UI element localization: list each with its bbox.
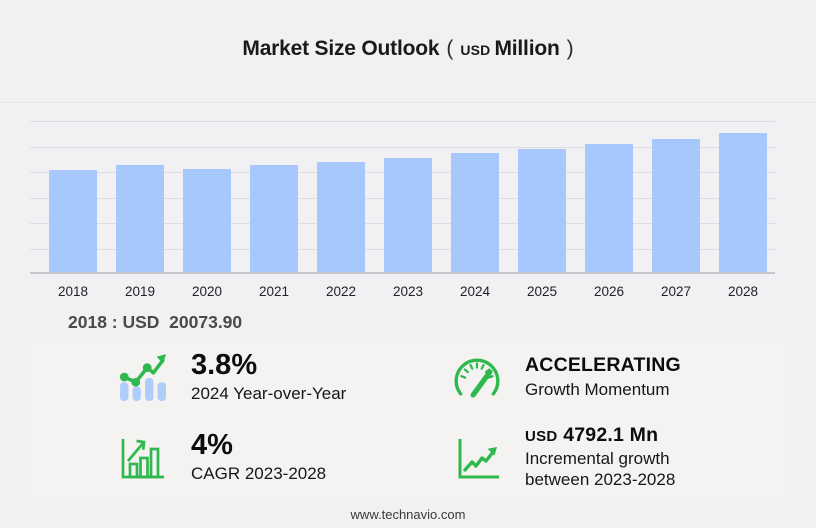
x-axis-label-2021: 2021: [258, 284, 290, 299]
x-axis-label-2022: 2022: [325, 284, 357, 299]
chart-bars: 2018 2019 2020 2021 2022 2023 2024 2025 2026 2027…: [49, 119, 767, 299]
x-axis-label-2020: 2020: [191, 284, 223, 299]
x-axis-label-2023: 2023: [392, 284, 424, 299]
x-axis-label-2027: 2027: [660, 284, 692, 299]
stat-cagr: 4% CAGR 2023-2028: [31, 417, 408, 497]
yoy-growth-label: 2024 Year-over-Year: [191, 383, 347, 403]
divider-line: [0, 102, 816, 103]
speedometer-icon: [450, 352, 504, 402]
title-currency-unit: USD: [460, 42, 491, 58]
incremental-growth-label: Incremental growth between 2023-2028: [525, 449, 675, 490]
x-axis-label-2025: 2025: [526, 284, 558, 299]
x-axis-label-2028: 2028: [727, 284, 759, 299]
bar-chart: 2018 2019 2020 2021 2022 2023 2024 2025 2026 2027…: [30, 119, 775, 299]
bar-column-2020: 2020: [183, 119, 231, 299]
incremental-growth-currency: USD: [525, 428, 558, 446]
bar-column-2019: 2019: [116, 119, 164, 299]
base-year-value-label: 2018 : USD 20073.90: [68, 312, 243, 332]
incremental-growth-value: USD 4792.1 Mn: [525, 423, 675, 447]
x-axis-label-2018: 2018: [57, 284, 89, 299]
bar-2019: [116, 165, 164, 272]
bar-column-2028: 2028: [719, 119, 767, 299]
line-graph-icon: [450, 432, 504, 482]
bar-column-2026: 2026: [585, 119, 633, 299]
chart-title-text: Market Size Outlook: [242, 37, 440, 60]
bar-column-2022: 2022: [317, 119, 365, 299]
stat-growth-momentum: ACCELERATING Growth Momentum: [408, 337, 785, 417]
bar-2020: [183, 169, 231, 272]
title-scale-unit: Million: [494, 37, 560, 60]
bar-2026: [585, 144, 633, 272]
x-axis-label-2019: 2019: [124, 284, 156, 299]
stats-panel: 3.8% 2024 Year-over-Year ACCELERAT: [31, 337, 785, 497]
bar-2025: [518, 148, 566, 272]
x-axis-label-2024: 2024: [459, 284, 491, 299]
bar-2028: [719, 133, 767, 272]
cagr-value: 4%: [191, 428, 233, 461]
chart-title: Market Size Outlook ( USD Million ): [0, 37, 816, 61]
bar-column-2021: 2021: [250, 119, 298, 299]
stat-incremental-growth: USD 4792.1 Mn Incremental growth between…: [408, 417, 785, 497]
incremental-growth-label-line1: Incremental growth: [525, 449, 670, 469]
incremental-growth-label-line2: between 2023-2028: [525, 470, 676, 490]
bar-column-2027: 2027: [652, 119, 700, 299]
bar-column-2018: 2018: [49, 119, 97, 299]
growth-momentum-value: ACCELERATING: [525, 354, 681, 377]
bar-column-2025: 2025: [518, 119, 566, 299]
title-paren-open: (: [446, 37, 454, 60]
title-paren-close: ): [566, 37, 574, 60]
bar-column-2024: 2024: [451, 119, 499, 299]
bar-2021: [250, 165, 298, 272]
x-axis-label-2026: 2026: [593, 284, 625, 299]
bar-chart-trend-icon: [116, 352, 170, 402]
growth-bars-icon: [116, 432, 170, 482]
gridline: [30, 146, 775, 148]
gridline: [30, 121, 775, 122]
bar-2022: [317, 161, 365, 272]
yoy-growth-value: 3.8%: [191, 348, 258, 381]
bar-column-2023: 2023: [384, 119, 432, 299]
cagr-label: CAGR 2023-2028: [191, 463, 327, 483]
growth-momentum-label: Growth Momentum: [525, 379, 670, 399]
incremental-growth-amount: 4792.1 Mn: [563, 424, 659, 447]
bar-2023: [384, 157, 432, 272]
bar-2018: [49, 169, 97, 272]
bar-2027: [652, 138, 700, 272]
stat-yoy-growth: 3.8% 2024 Year-over-Year: [31, 337, 408, 417]
bar-2024: [451, 153, 499, 272]
footer-url: www.technavio.com: [350, 507, 466, 522]
